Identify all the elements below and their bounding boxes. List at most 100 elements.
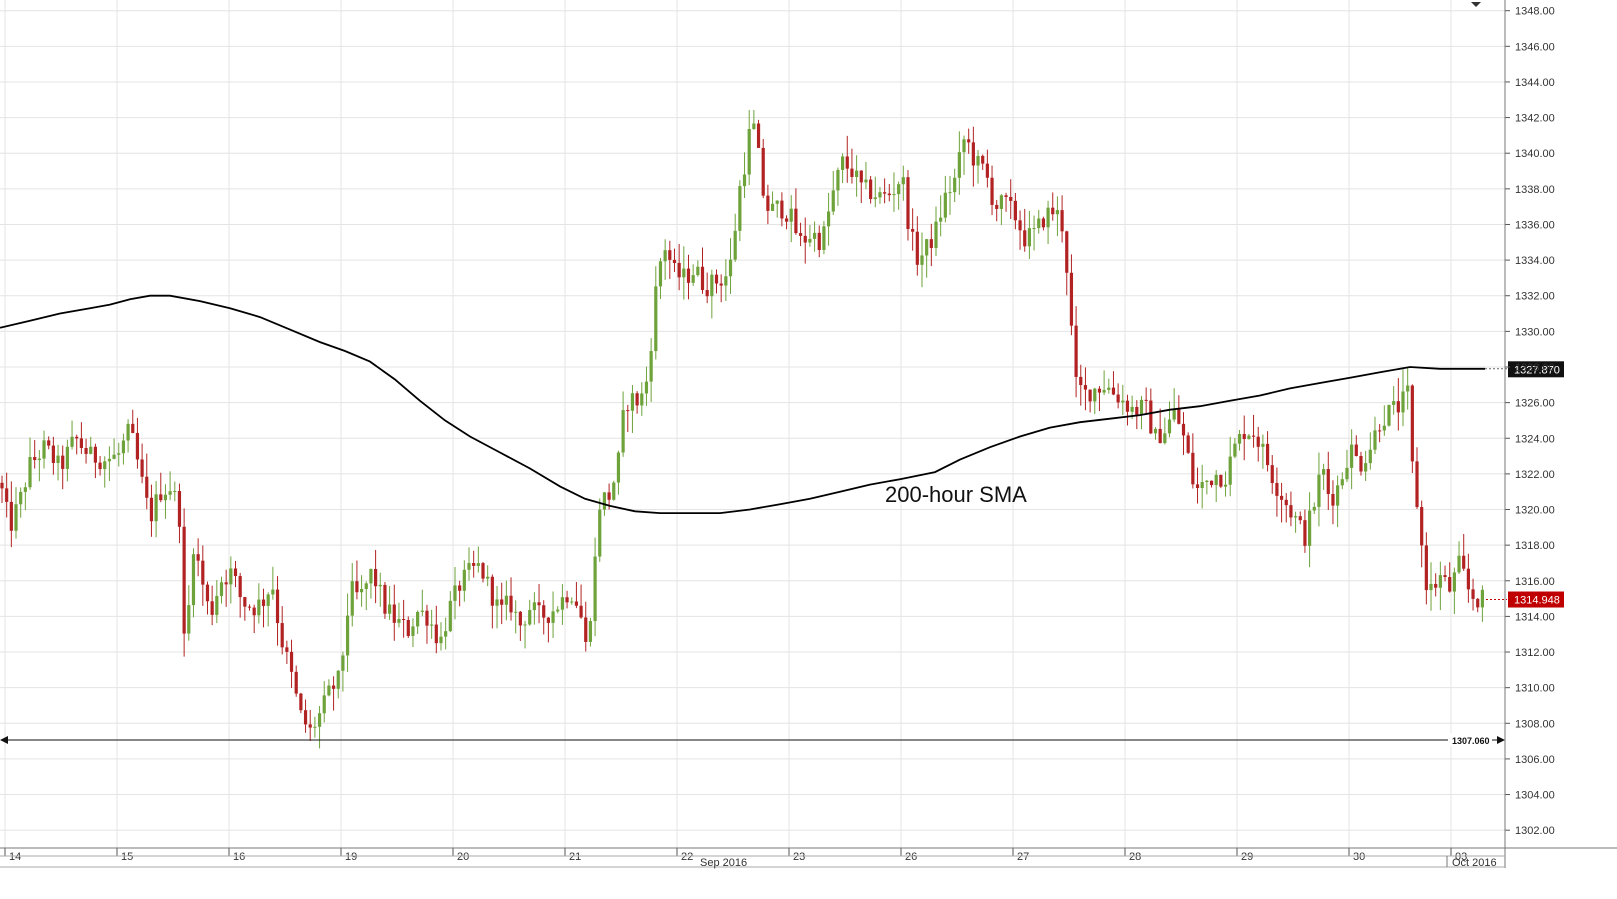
candle-body: [411, 626, 415, 636]
candle-body: [1083, 385, 1088, 390]
y-tick-label: 1340.00: [1515, 148, 1555, 160]
candle-body: [359, 588, 364, 593]
candle-body: [752, 123, 756, 129]
support-label-bg: [1448, 733, 1492, 747]
candle-body: [995, 204, 999, 209]
candle-body: [140, 459, 144, 477]
y-tick-label: 1312.00: [1515, 647, 1555, 659]
candle-body: [1448, 577, 1452, 592]
candle-body: [1139, 399, 1144, 416]
candle-body: [1167, 419, 1172, 434]
candle-body: [560, 597, 564, 610]
candle-body: [593, 556, 597, 622]
candle-body: [1308, 510, 1312, 546]
candle-body: [514, 611, 518, 613]
candle-body: [1130, 406, 1134, 412]
candle-body: [1158, 428, 1162, 444]
candle-body: [317, 713, 322, 727]
candle-body: [364, 583, 368, 589]
candle-body: [5, 488, 9, 502]
y-tick-label: 1332.00: [1515, 291, 1555, 303]
candle-body: [925, 239, 929, 256]
candle-body: [1023, 230, 1027, 247]
candle-body: [177, 491, 182, 527]
candle-body: [822, 226, 826, 250]
y-tick-label: 1330.00: [1515, 326, 1555, 338]
candle-body: [710, 274, 714, 297]
candle-body: [247, 606, 252, 608]
candle-body: [939, 217, 943, 222]
y-tick-label: 1344.00: [1515, 77, 1555, 89]
candle-body: [934, 221, 938, 248]
candle-body: [1102, 389, 1106, 393]
candle-body: [299, 693, 303, 711]
chevron-down-icon[interactable]: [1471, 2, 1481, 7]
month-label: Sep 2016: [700, 857, 747, 869]
candle-body: [500, 599, 504, 605]
candle-body: [1051, 207, 1055, 215]
last-price-badge: [1508, 591, 1564, 608]
candle-body: [89, 446, 93, 454]
candle-body: [607, 492, 611, 500]
candle-body: [658, 261, 663, 287]
last-price-label: 1314.948: [1514, 595, 1560, 607]
candle-body: [1298, 516, 1302, 521]
y-tick-label: 1336.00: [1515, 219, 1555, 231]
y-tick-label: 1316.00: [1515, 576, 1555, 588]
candle-body: [19, 491, 23, 505]
candle-body: [565, 597, 569, 603]
candle-body: [1429, 583, 1433, 591]
candle-body: [33, 457, 37, 461]
candle-body: [990, 177, 994, 205]
candle-body: [285, 647, 289, 652]
candle-body: [1032, 228, 1036, 230]
candle-body: [103, 461, 107, 470]
candle-body: [831, 190, 835, 212]
candle-body: [490, 576, 494, 606]
candle-body: [56, 455, 60, 463]
candle-body: [196, 554, 200, 561]
candle-body: [528, 610, 532, 625]
sma-price-badge: [1508, 361, 1564, 378]
candle-body: [1326, 469, 1330, 495]
candle-body: [962, 139, 966, 153]
x-tick-label: 21: [569, 851, 581, 863]
candle-body: [1293, 516, 1298, 518]
y-tick-label: 1328.00: [1515, 362, 1555, 374]
candle-body: [1247, 435, 1251, 440]
y-tick-label: 1304.00: [1515, 790, 1555, 802]
candle-body: [1242, 434, 1246, 440]
candle-body: [1111, 387, 1116, 395]
sma-price-label: 1327.870: [1514, 364, 1560, 376]
candle-body: [1004, 195, 1008, 197]
candle-body: [1088, 389, 1092, 402]
candle-body: [47, 440, 51, 446]
candle-body: [1046, 207, 1050, 228]
candle-body: [448, 600, 452, 632]
month-label: Oct 2016: [1452, 857, 1497, 869]
candle-body: [210, 601, 214, 615]
candle-body: [616, 452, 621, 483]
candle-body: [761, 147, 765, 196]
candle-body: [1289, 505, 1293, 518]
y-tick-label: 1308.00: [1515, 718, 1555, 730]
candle-body: [126, 423, 130, 441]
candle-body: [1116, 394, 1120, 403]
candle-body: [467, 563, 471, 570]
candle-body: [677, 262, 681, 278]
candle-body: [556, 609, 560, 612]
candle-body: [523, 624, 527, 626]
candle-body: [1018, 220, 1022, 231]
candle-body: [579, 605, 583, 618]
candle-body: [336, 670, 340, 689]
candle-body: [836, 169, 840, 191]
candle-body: [1186, 435, 1190, 453]
candle-body: [1041, 218, 1046, 228]
x-tick-label: 15: [121, 851, 133, 863]
candle-body: [1228, 456, 1232, 485]
candle-body: [1415, 461, 1419, 508]
candle-body: [957, 152, 961, 178]
candle-body: [117, 453, 121, 455]
candle-body: [191, 554, 196, 606]
candle-body: [28, 457, 32, 488]
